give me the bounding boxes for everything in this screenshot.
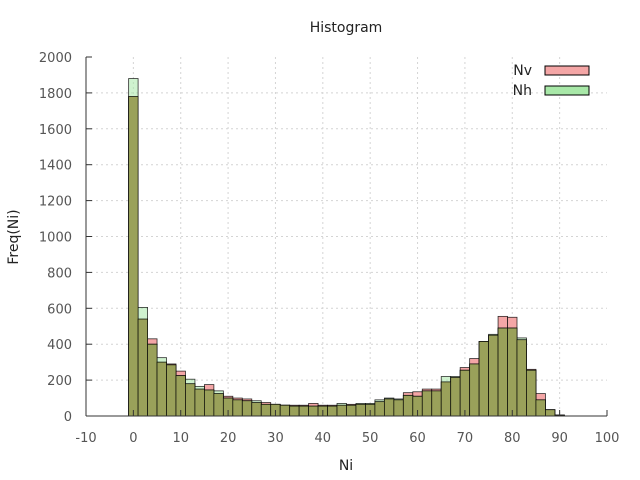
bar-overlap [526, 369, 537, 417]
y-tick-label: 1000 [39, 231, 72, 246]
bar-overlap [147, 343, 158, 417]
bar-overlap [251, 402, 262, 417]
x-tick-label: 40 [315, 431, 332, 446]
bar-overlap [478, 341, 489, 417]
x-axis-label: Ni [339, 458, 353, 474]
grid [86, 57, 607, 416]
y-tick-label: 1200 [39, 195, 72, 210]
bar-overlap [346, 404, 357, 417]
legend-swatch-nh [544, 85, 590, 96]
x-tick-label: 80 [504, 431, 521, 446]
bar-overlap [279, 404, 291, 417]
x-tick-label: 70 [457, 431, 474, 446]
y-tick-label: 200 [47, 374, 72, 389]
y-tick-label: 600 [47, 302, 72, 317]
bar-overlap [213, 393, 224, 417]
bar-overlap [166, 364, 177, 417]
bar-overlap [516, 339, 527, 417]
legend-label-nv: Nv [513, 63, 532, 79]
bar-overlap [535, 399, 546, 417]
y-axis-label: Freq(Ni) [6, 209, 22, 264]
x-tick-label: 50 [362, 431, 379, 446]
bar-overlap [383, 398, 395, 417]
y-tick-label: 1600 [39, 123, 72, 138]
chart-title: Histogram [310, 20, 383, 36]
bar-overlap [374, 401, 385, 417]
y-tick-label: 400 [47, 338, 72, 353]
x-tick-label: 10 [172, 431, 189, 446]
bar-overlap [431, 390, 442, 417]
bar-overlap [128, 96, 139, 417]
y-tick-label: 800 [47, 266, 72, 281]
bar-overlap [289, 405, 300, 417]
bar-overlap [545, 409, 556, 417]
x-tick-label: 100 [595, 431, 620, 446]
bar-overlap [241, 400, 253, 417]
y-tick-label: 1400 [39, 159, 72, 174]
x-tick-label: 30 [267, 431, 284, 446]
bar-overlap [450, 377, 461, 417]
legend-swatch-nv [544, 65, 590, 76]
bars [128, 78, 565, 417]
y-tick-label: 1800 [39, 87, 72, 102]
bar-overlap [488, 334, 499, 417]
bar-overlap [260, 403, 272, 417]
bar-overlap [298, 405, 310, 417]
x-tick-label: 0 [129, 431, 137, 446]
bar-overlap [175, 375, 186, 417]
bar-overlap [393, 399, 404, 417]
bar-overlap [459, 369, 471, 417]
bar-overlap [469, 363, 480, 417]
y-tick-label: 2000 [39, 51, 72, 66]
x-tick-label: 90 [551, 431, 568, 446]
axes [85, 56, 608, 417]
bar-overlap [194, 388, 205, 417]
bar-overlap [232, 399, 243, 417]
x-tick-label: 60 [409, 431, 426, 446]
bar-overlap [185, 383, 196, 417]
bar-overlap [355, 403, 366, 417]
legend-label-nh: Nh [513, 83, 532, 99]
x-tick-label: -10 [75, 431, 96, 446]
bar-overlap [308, 405, 319, 417]
bar-overlap [204, 389, 215, 417]
bar-overlap [402, 394, 414, 417]
bar-overlap [137, 318, 148, 417]
bar-overlap [336, 404, 347, 417]
bar-overlap [440, 381, 452, 417]
tick-labels: -10 0 10 20 30 40 50 60 70 80 90 100020040060080010… [39, 51, 620, 446]
bar-overlap [497, 327, 508, 417]
bar-overlap [156, 361, 167, 417]
legend: Nv Nh [513, 63, 590, 99]
bar-overlap [507, 327, 518, 417]
y-tick-label: 0 [64, 410, 72, 425]
bar-overlap [327, 405, 338, 417]
bar-overlap [421, 390, 433, 417]
x-tick-label: 20 [220, 431, 237, 446]
